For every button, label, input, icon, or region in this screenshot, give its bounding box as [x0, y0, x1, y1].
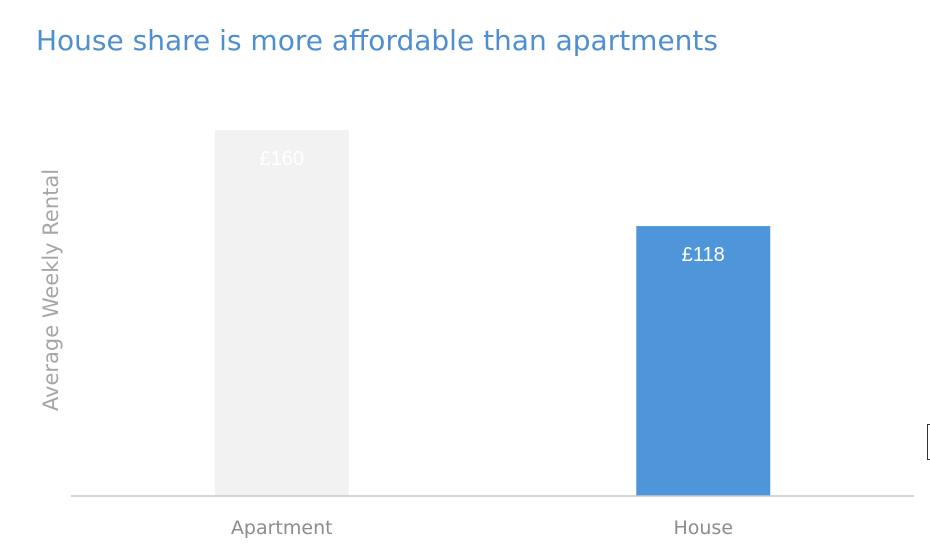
category-label-house: House [673, 517, 733, 539]
resize-handle[interactable] [927, 424, 930, 460]
y-axis-label: Average Weekly Rental [39, 169, 63, 411]
bar-apartment [214, 130, 349, 496]
data-label-house: £118 [682, 244, 725, 266]
category-label-apartment: Apartment [231, 517, 333, 539]
data-label-apartment: £160 [260, 148, 305, 170]
chart-title: House share is more affordable than apar… [36, 24, 718, 57]
bar-house [636, 226, 771, 496]
